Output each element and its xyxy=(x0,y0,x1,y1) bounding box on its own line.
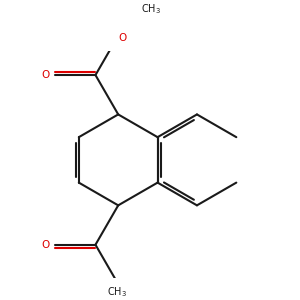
Text: O: O xyxy=(42,70,50,80)
Text: O: O xyxy=(42,240,50,250)
Text: CH$_3$: CH$_3$ xyxy=(107,285,128,298)
Text: O: O xyxy=(118,33,127,43)
Text: CH$_3$: CH$_3$ xyxy=(141,2,161,16)
